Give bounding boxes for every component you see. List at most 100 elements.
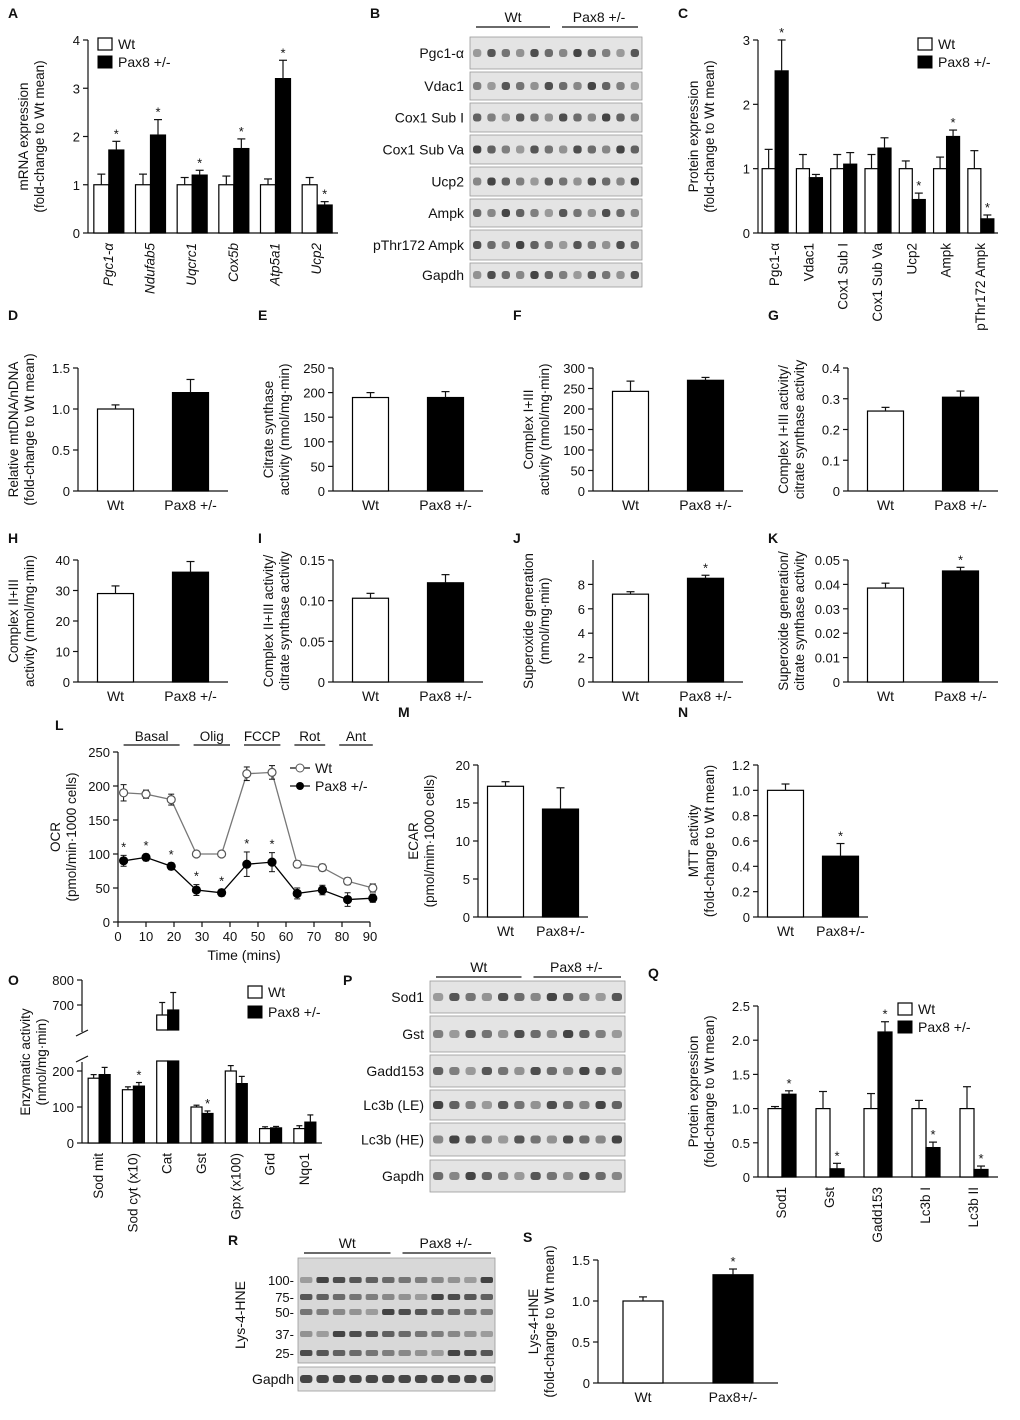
- x-tick-label: Pgc1-α: [767, 243, 782, 286]
- y-tick-label: 50: [96, 881, 110, 896]
- blot-band: [300, 1375, 313, 1383]
- blot-band: [332, 1375, 346, 1383]
- blot-band: [365, 1331, 379, 1337]
- blot-band: [516, 209, 525, 217]
- blot-band: [365, 1294, 379, 1300]
- blot-band: [431, 1294, 444, 1300]
- bar-pax8: [877, 147, 892, 234]
- legend-label-pax8: Pax8 +/-: [268, 1004, 321, 1020]
- y-tick-label: 0.10: [300, 594, 325, 609]
- legend-swatch-wt: [917, 37, 933, 51]
- x-tick-label: Pax8 +/-: [164, 497, 217, 513]
- y-tick-label: 1.5: [572, 1253, 590, 1268]
- blot-row-label: Lc3b (HE): [361, 1132, 424, 1148]
- x-tick-label: Wt: [877, 688, 894, 704]
- blot-band: [630, 82, 639, 90]
- data-point-wt: [141, 789, 151, 799]
- blot-band: [530, 82, 539, 90]
- y-tick-label: 15: [456, 796, 470, 811]
- panel-letter: S: [523, 1229, 532, 1245]
- blot-band: [602, 177, 611, 186]
- blot-band: [595, 1101, 606, 1109]
- blot-band: [630, 241, 639, 249]
- legend-marker-pax8: [296, 782, 304, 790]
- axis-break: [75, 1055, 89, 1063]
- y-tick-label: 0: [318, 675, 325, 690]
- blot-band: [563, 1135, 574, 1144]
- y-tick-label: 6: [578, 602, 585, 617]
- blot-strip: [429, 1122, 626, 1157]
- y-axis-label: Protein expression: [686, 81, 701, 193]
- blot-band: [465, 1030, 476, 1038]
- blot-band: [530, 271, 539, 279]
- x-tick-label: Pax8 +/-: [934, 688, 987, 704]
- y-tick-label: 0: [833, 675, 840, 690]
- blot-band: [514, 1030, 525, 1038]
- blot-row-label: Cox1 Sub I: [395, 110, 464, 126]
- y-tick-label: 700: [52, 998, 74, 1013]
- significance-star: *: [169, 847, 174, 862]
- blot-band: [480, 1331, 493, 1337]
- blot-band: [514, 1101, 525, 1109]
- blot-band: [573, 271, 582, 279]
- blot-strip: [469, 262, 643, 288]
- bar-pax8: [774, 70, 789, 234]
- blot-band: [498, 1172, 509, 1180]
- x-tick-label: Sod cyt (x10): [125, 1153, 140, 1233]
- bar-pax8: [541, 808, 580, 918]
- y-tick-label: 0.05: [815, 553, 840, 568]
- x-tick-label: Pax8 +/-: [679, 497, 732, 513]
- legend-label-pax8: Pax8 +/-: [118, 54, 171, 70]
- blot-band: [487, 49, 496, 57]
- y-tick-label: 0.2: [822, 423, 840, 438]
- blot-band: [332, 1350, 346, 1356]
- y-tick-label: 0.01: [815, 651, 840, 666]
- y-axis-label: (fold-change to Wt mean): [542, 1245, 557, 1397]
- data-point-wt: [166, 794, 176, 805]
- blot-band: [382, 1294, 395, 1300]
- bar-wt: [293, 1127, 306, 1144]
- blot-band: [449, 1067, 460, 1075]
- y-axis-label: ECAR: [406, 822, 421, 860]
- panel-letter: D: [8, 307, 18, 323]
- panel-letter: C: [678, 5, 688, 21]
- blot-band: [546, 1101, 557, 1109]
- blot-band: [447, 1375, 461, 1383]
- blot-strip: [429, 1015, 626, 1053]
- y-axis-label: (fold-change to Wt mean): [702, 1015, 717, 1167]
- y-axis-label: (fold-change to Wt mean): [702, 765, 717, 917]
- panel-letter: Q: [648, 965, 659, 981]
- blot-band: [587, 271, 596, 279]
- bar-pax8: [98, 1073, 111, 1144]
- data-point-wt: [191, 849, 201, 859]
- bar-pax8: [877, 1031, 893, 1178]
- y-axis-label: (nmol/mg·min): [537, 577, 552, 664]
- blot-band: [602, 82, 611, 90]
- x-tick-label: Wt: [622, 688, 639, 704]
- x-axis-label: Time (mins): [207, 947, 280, 963]
- blot-band: [487, 241, 496, 249]
- y-tick-label: 0.2: [732, 885, 750, 900]
- significance-star: *: [143, 838, 148, 853]
- y-tick-label: 200: [88, 779, 110, 794]
- panel-letter: R: [228, 1232, 238, 1248]
- y-tick-label: 50: [571, 464, 585, 479]
- blot-band: [602, 49, 611, 57]
- group-label-wt: Wt: [339, 1235, 356, 1251]
- data-point-pax8: [368, 893, 378, 903]
- bar-pax8: [201, 1112, 214, 1144]
- blot-band: [611, 1030, 622, 1038]
- blot-band: [530, 209, 539, 217]
- x-tick-label: Uqcrc1: [184, 243, 199, 286]
- x-tick-label: 60: [279, 929, 293, 944]
- bar-pax8: [941, 570, 980, 683]
- blot-band: [579, 1172, 590, 1180]
- group-label-pax8: Pax8 +/-: [550, 959, 603, 975]
- y-tick-label: 0: [73, 226, 80, 241]
- bar-pax8: [941, 396, 980, 492]
- blot-band: [611, 1172, 622, 1180]
- x-tick-label: Ucp2: [309, 243, 324, 275]
- y-tick-label: 150: [88, 813, 110, 828]
- blot-band: [382, 1277, 395, 1283]
- x-tick-label: Sod mit: [91, 1153, 106, 1199]
